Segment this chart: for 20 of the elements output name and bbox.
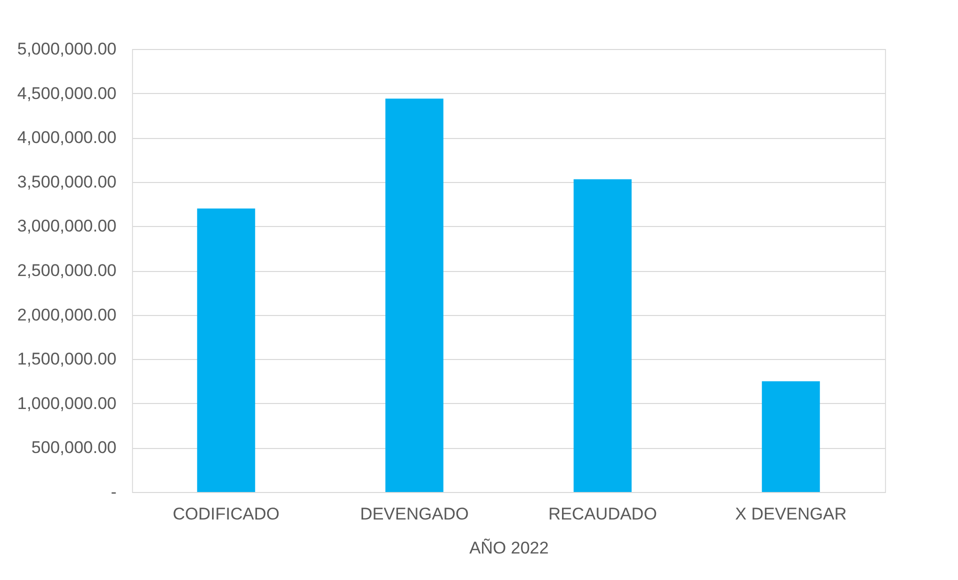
y-tick-label: 1,000,000.00 [17, 394, 116, 413]
bar [574, 179, 632, 492]
y-tick-label: 2,000,000.00 [17, 305, 116, 324]
x-tick-label: RECAUDADO [548, 504, 657, 524]
y-tick-label: 2,500,000.00 [17, 261, 116, 280]
x-tick-label: X DEVENGAR [735, 504, 847, 524]
bar [385, 98, 444, 492]
y-tick-label: 3,000,000.00 [17, 216, 116, 236]
y-tick-label: 500,000.00 [31, 438, 116, 458]
x-tick-label: DEVENGADO [360, 504, 469, 524]
y-tick-label: 1,500,000.00 [17, 350, 116, 369]
y-tick-label: 5,000,000.00 [17, 40, 116, 58]
y-tick-label: 3,500,000.00 [17, 172, 116, 192]
bar [762, 381, 820, 492]
y-tick-label: 4,500,000.00 [17, 84, 116, 103]
y-tick-label: 4,000,000.00 [17, 128, 116, 148]
x-tick-label: CODIFICADO [172, 504, 280, 524]
x-axis-title: AÑO 2022 [469, 538, 549, 558]
y-tick-label: - [110, 482, 116, 502]
bar [197, 208, 256, 492]
